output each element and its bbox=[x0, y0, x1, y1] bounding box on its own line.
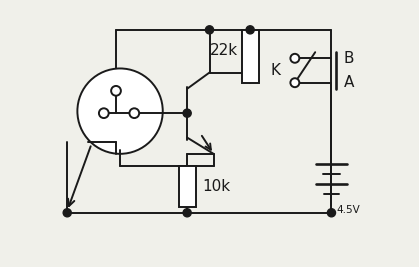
Bar bbox=[178, 166, 196, 207]
Circle shape bbox=[205, 26, 214, 34]
Circle shape bbox=[111, 86, 121, 96]
Bar bbox=[242, 30, 259, 83]
Circle shape bbox=[290, 78, 299, 87]
Circle shape bbox=[63, 209, 71, 217]
Text: A: A bbox=[344, 75, 354, 90]
Text: B: B bbox=[344, 51, 354, 66]
Circle shape bbox=[183, 109, 191, 117]
Circle shape bbox=[327, 209, 336, 217]
Text: 10k: 10k bbox=[203, 179, 231, 194]
Circle shape bbox=[129, 108, 139, 118]
Circle shape bbox=[78, 68, 163, 154]
Text: 4.5V: 4.5V bbox=[336, 205, 360, 215]
Text: 22k: 22k bbox=[210, 43, 238, 58]
Circle shape bbox=[99, 108, 109, 118]
Text: K: K bbox=[271, 63, 281, 78]
Circle shape bbox=[246, 26, 254, 34]
Circle shape bbox=[183, 209, 191, 217]
Circle shape bbox=[290, 54, 299, 63]
